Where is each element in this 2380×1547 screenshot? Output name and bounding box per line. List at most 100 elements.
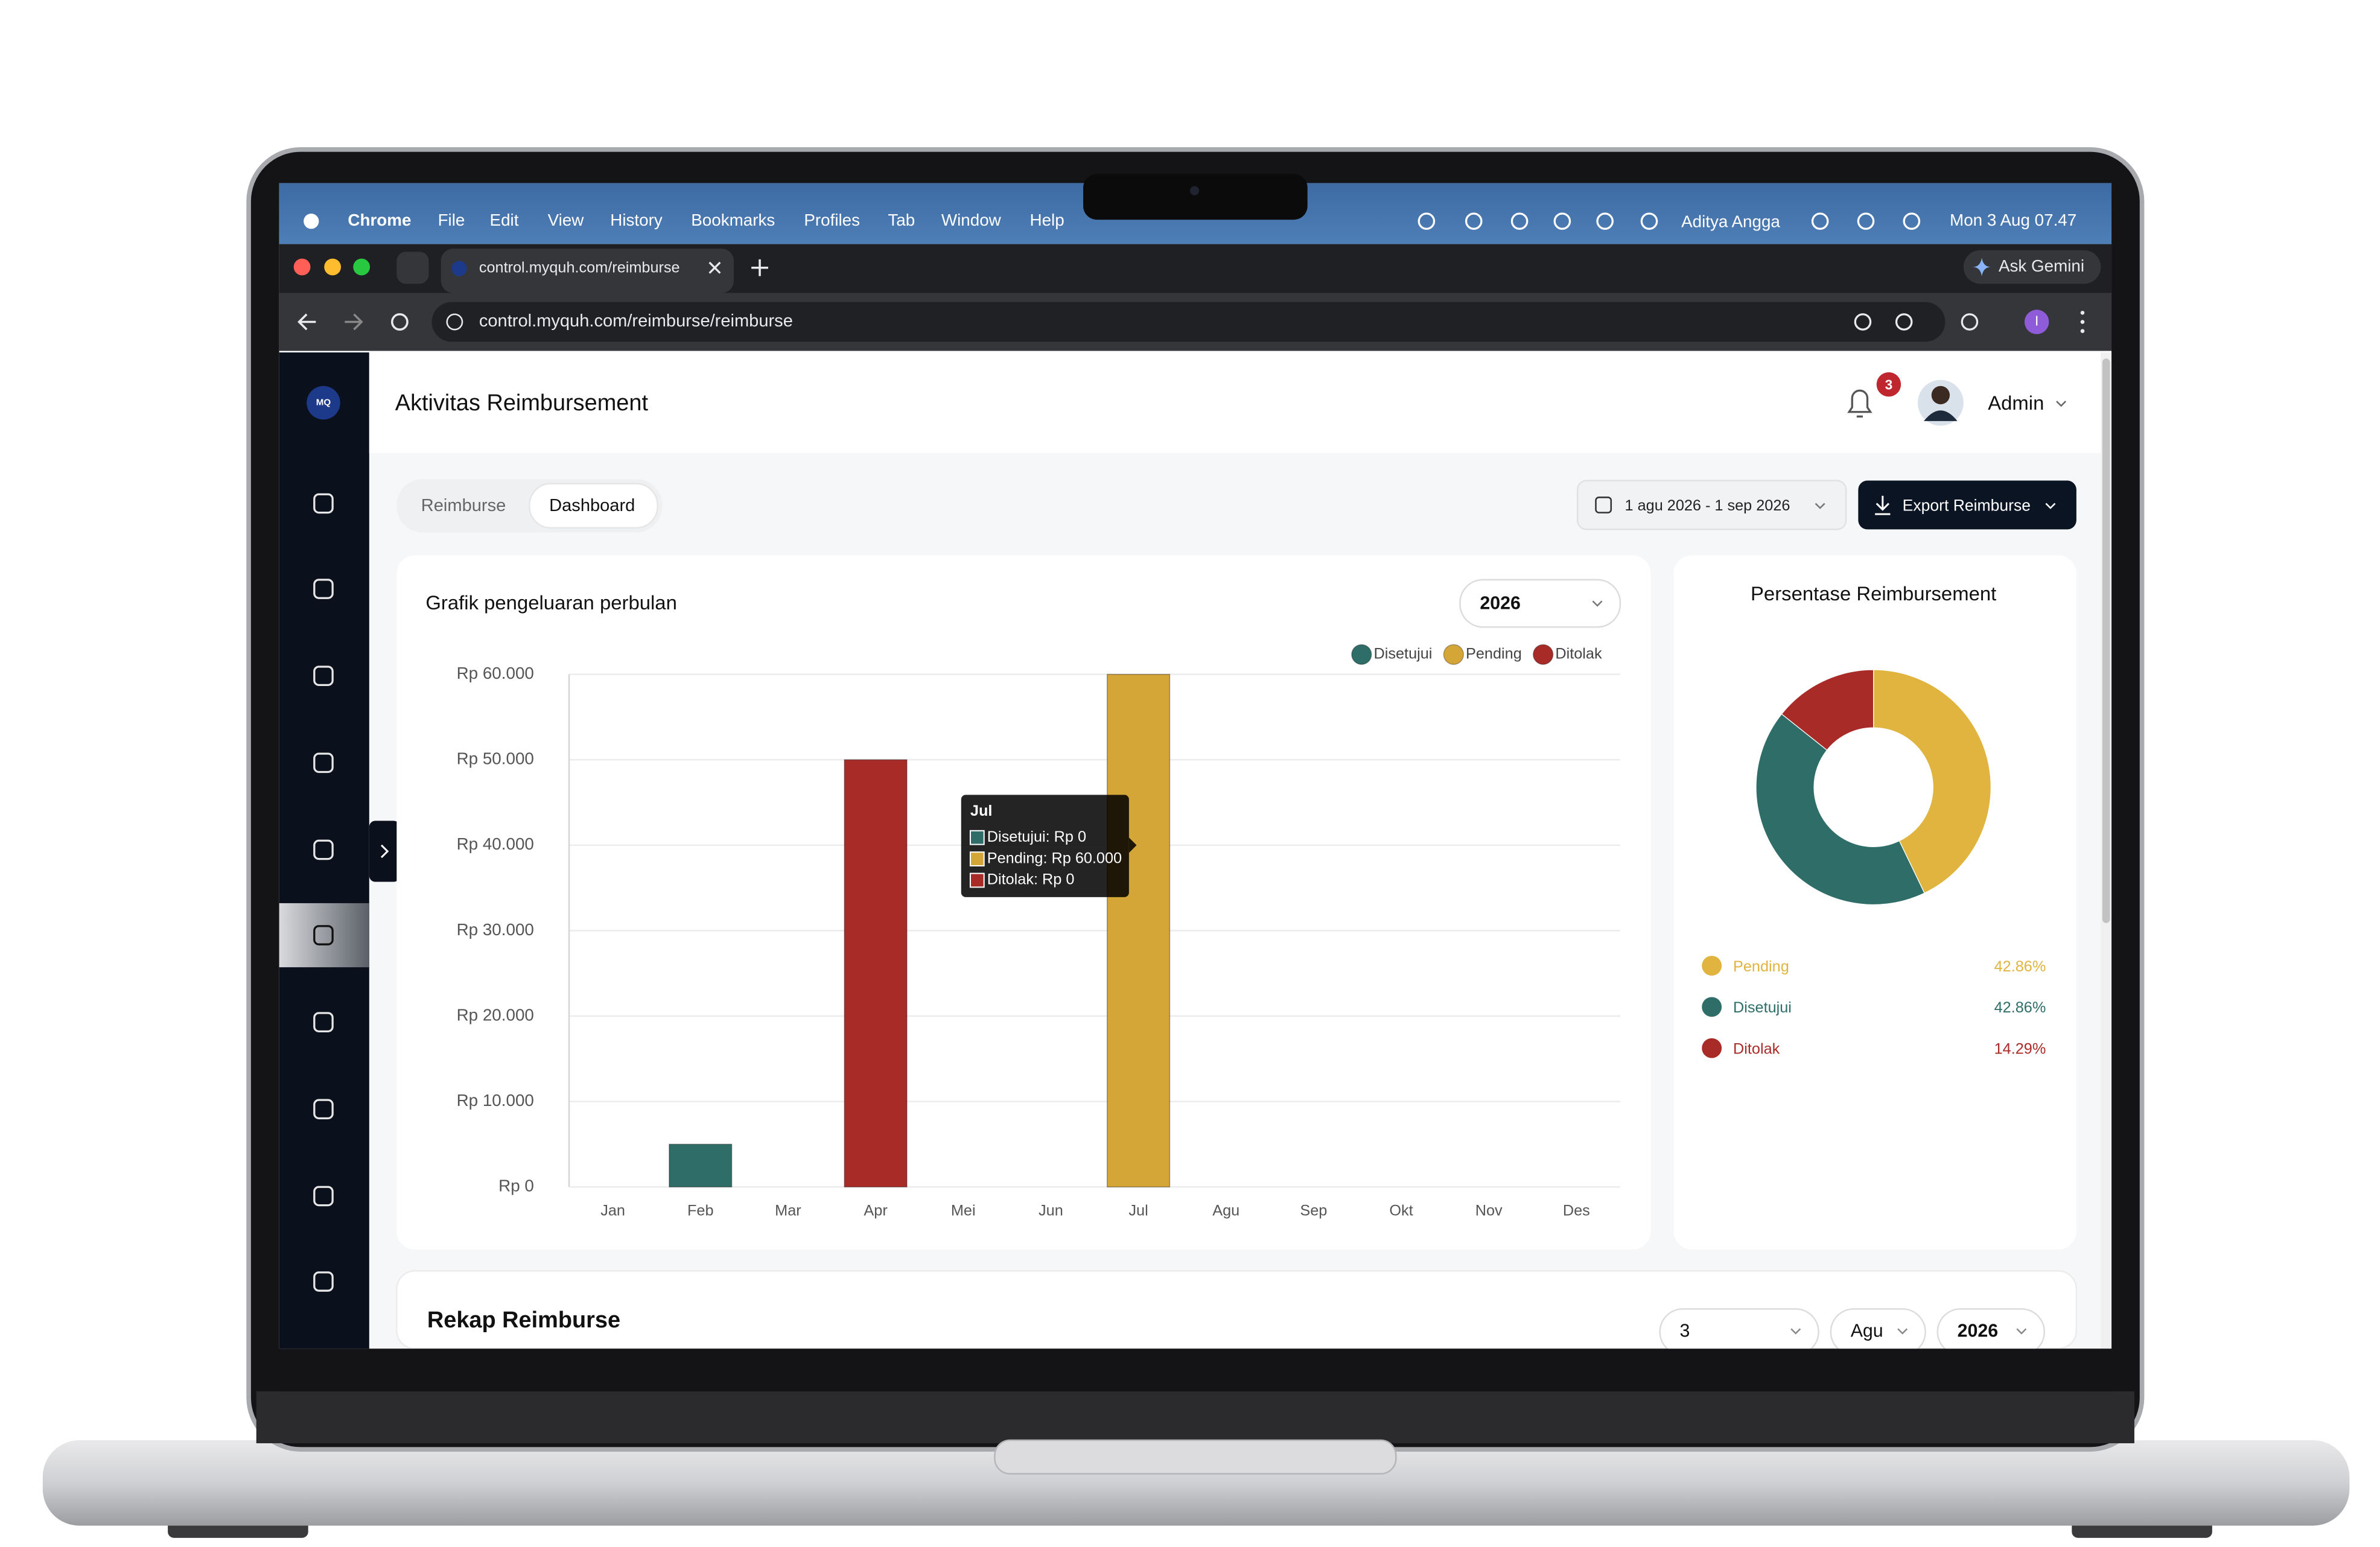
window-control[interactable] (353, 258, 371, 276)
legend-label: Disetujui (1374, 645, 1433, 662)
menu-item: History (610, 211, 663, 229)
legend-label: Ditolak (1733, 1040, 1780, 1057)
recap-filter-value: 2026 (1958, 1321, 1998, 1341)
calendar-icon (1595, 497, 1612, 513)
y-tick-label: Rp 50.000 (457, 749, 534, 768)
date-range[interactable] (1576, 480, 1847, 530)
window-control[interactable] (293, 258, 311, 276)
forward[interactable] (345, 313, 363, 331)
nav-icon[interactable] (313, 1099, 334, 1120)
year-select[interactable] (1459, 579, 1621, 628)
nav-icon[interactable] (313, 1012, 334, 1032)
apple-logo (304, 214, 319, 229)
menu-item: File (438, 211, 465, 229)
menu-item: Bookmarks (691, 211, 775, 229)
filter-chevron (2016, 1328, 2027, 1335)
recap-filter-value: Agu (1851, 1321, 1883, 1341)
new-tab[interactable] (751, 259, 768, 276)
recap-title: Rekap Reimburse (427, 1307, 620, 1333)
bar (669, 1143, 733, 1188)
toolbar-icon[interactable] (1895, 313, 1913, 331)
y-tick-label: Rp 0 (498, 1177, 534, 1195)
tooltip-title: Jul (970, 802, 993, 819)
toolbar-icon[interactable] (1961, 313, 1979, 331)
window-control[interactable] (324, 258, 342, 276)
profile-avatar[interactable] (2024, 310, 2049, 334)
nav-icon[interactable] (313, 925, 334, 945)
nav-icon[interactable] (313, 1186, 334, 1207)
status-icon (1811, 212, 1829, 230)
legend-swatch (1351, 644, 1372, 665)
legend-label: Disetujui (1733, 999, 1792, 1016)
sidebar-toggle[interactable] (369, 821, 400, 882)
nav-icon[interactable] (313, 839, 334, 860)
legend-swatch (1443, 644, 1465, 665)
export-button[interactable] (1858, 480, 2076, 530)
date-range-text: 1 agu 2026 - 1 sep 2026 (1625, 497, 1790, 514)
profile-initial: I (2035, 313, 2038, 329)
chart-title: Persentase Reimbursement (1751, 582, 1996, 605)
nav-icon[interactable] (313, 1271, 334, 1292)
download-icon (1875, 495, 1891, 515)
tab-close[interactable] (708, 261, 721, 274)
tooltip-line: Ditolak: Rp 0 (987, 871, 1075, 888)
filter-chevron (1897, 1328, 1908, 1335)
year-chevron (1592, 600, 1603, 607)
menu-item: Window (941, 211, 1002, 229)
status-icon (1465, 212, 1483, 230)
camera-notch (1083, 174, 1308, 220)
legend-swatch (1702, 997, 1722, 1017)
nav-icon[interactable] (313, 579, 334, 599)
legend-swatch (1532, 644, 1554, 665)
camera (1190, 186, 1200, 195)
bell[interactable] (1847, 389, 1872, 418)
nav-icon[interactable] (313, 493, 334, 514)
menu-item: Edit (490, 211, 519, 229)
tooltip-arrow (1128, 837, 1137, 853)
recap-filter-value: 3 (1680, 1321, 1690, 1341)
app-logo-text: MQ (316, 398, 331, 408)
x-tick-label: Des (1563, 1202, 1590, 1219)
tooltip (961, 795, 1129, 897)
user-chevron (2056, 401, 2067, 407)
menu-item: View (548, 211, 585, 229)
x-tick-label: Jan (600, 1202, 625, 1219)
legend-label: Pending (1466, 645, 1522, 662)
x-tick-label: Sep (1300, 1202, 1327, 1219)
toggle-chevron (380, 844, 389, 859)
omnibox[interactable] (431, 302, 1946, 342)
user-name: Admin (1988, 392, 2044, 414)
tab-search[interactable] (396, 252, 429, 284)
x-tick-label: Okt (1389, 1202, 1413, 1219)
tab-label[interactable]: Dashboard (549, 496, 635, 515)
app-logo (307, 386, 340, 420)
scroll-thumb[interactable] (2102, 358, 2110, 923)
x-tick-label: Agu (1212, 1202, 1239, 1219)
menu-dot (2080, 311, 2085, 315)
tooltip-line: Disetujui: Rp 0 (987, 828, 1086, 845)
sidebar (279, 352, 369, 1349)
gemini-button[interactable] (1963, 250, 2101, 284)
legend-label: Pending (1733, 958, 1789, 975)
nav-icon[interactable] (313, 665, 334, 686)
bar (1106, 673, 1171, 1188)
back[interactable] (298, 313, 316, 331)
bar (844, 759, 908, 1188)
year-select-value: 2026 (1480, 593, 1520, 613)
reload[interactable] (390, 313, 409, 331)
x-tick-label: Nov (1475, 1202, 1503, 1219)
tab[interactable] (441, 249, 734, 293)
hinge (256, 1391, 2134, 1444)
y-tick-label: Rp 60.000 (457, 664, 534, 682)
notification-badge (1876, 372, 1901, 397)
tab-label[interactable]: Reimburse (421, 496, 506, 515)
x-tick-label: Mei (951, 1202, 976, 1219)
toolbar-icon[interactable] (1854, 313, 1872, 331)
x-tick-label: Jul (1128, 1202, 1148, 1219)
legend-swatch (1702, 956, 1722, 976)
chart-title: Grafik pengeluaran perbulan (425, 591, 676, 614)
status-icon (1857, 212, 1875, 230)
nav-icon[interactable] (313, 752, 334, 774)
